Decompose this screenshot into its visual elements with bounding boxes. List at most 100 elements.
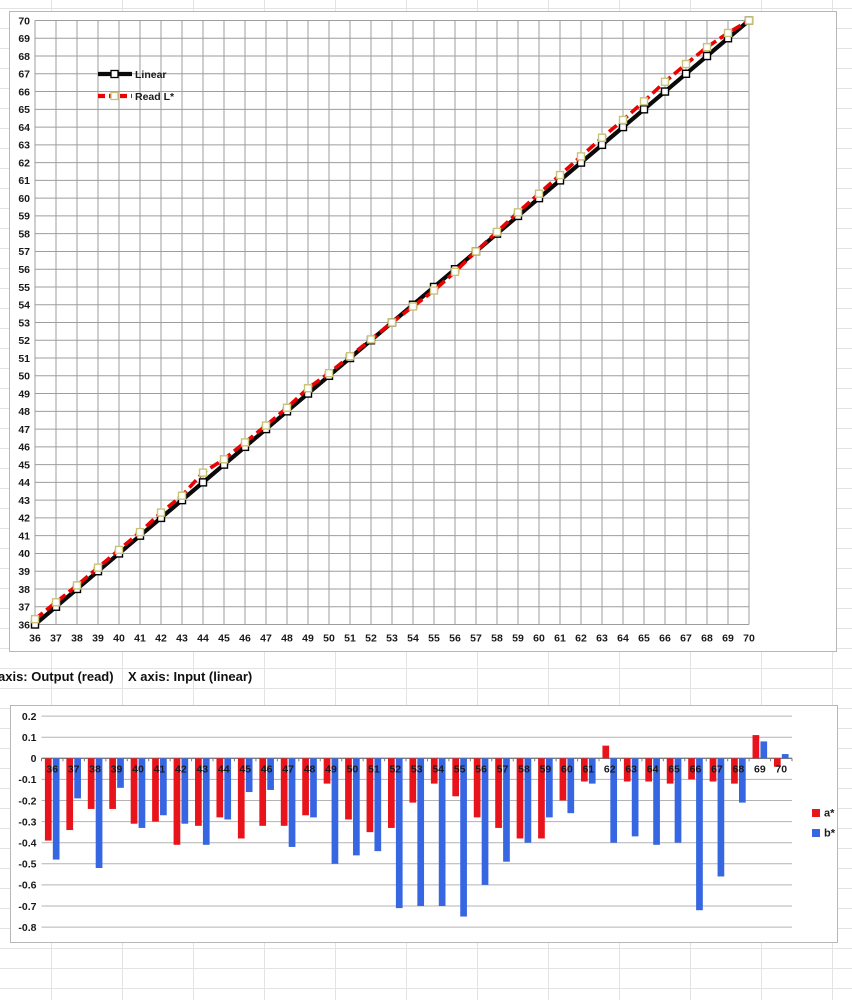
x-tick-label: 58 <box>491 633 503 645</box>
y-tick-label: 70 <box>18 15 30 27</box>
data-point-marker <box>366 335 376 344</box>
data-point-marker <box>261 421 271 430</box>
category-label: 56 <box>475 763 487 775</box>
data-point-marker <box>303 384 313 393</box>
bar-b-50 <box>353 758 360 856</box>
x-tick-label: 62 <box>575 633 587 645</box>
bar-a-42 <box>173 758 181 845</box>
bar-b-57 <box>503 758 510 862</box>
category-label: 52 <box>389 763 401 775</box>
y-tick-label: 59 <box>18 211 30 223</box>
category-label: 39 <box>111 763 123 775</box>
x-tick-label: 64 <box>617 633 629 645</box>
y-tick-label: 41 <box>18 530 30 542</box>
x-tick-label: 56 <box>449 633 461 645</box>
bar-b-54 <box>438 758 446 906</box>
y-tick-label: 62 <box>18 157 30 169</box>
category-label: 64 <box>647 763 659 775</box>
legend-label[interactable]: Linear <box>135 69 167 81</box>
y-tick-label: 37 <box>18 602 30 614</box>
data-point-marker <box>681 69 691 78</box>
y-tick-label: 39 <box>18 566 30 578</box>
x-tick-label: 42 <box>155 633 167 645</box>
bar-a-36 <box>44 758 52 841</box>
data-point-marker <box>93 563 103 572</box>
x-tick-label: 59 <box>512 633 524 645</box>
data-point-marker <box>702 51 712 61</box>
bar-a-49 <box>323 758 331 784</box>
category-label: 60 <box>561 763 573 775</box>
data-point-marker <box>492 227 502 237</box>
bar-b-68 <box>738 758 746 803</box>
y-tick-label: 44 <box>18 477 30 489</box>
category-label: 61 <box>582 763 594 775</box>
y-tick-label: -0.4 <box>18 838 36 850</box>
data-point-marker <box>702 42 712 52</box>
category-label: 48 <box>304 763 316 775</box>
bar-a-63 <box>623 758 631 782</box>
x-tick-label: 61 <box>554 633 566 645</box>
x-tick-label: 67 <box>680 633 692 645</box>
data-point-marker <box>660 77 670 86</box>
bar-b-36 <box>52 758 60 860</box>
x-tick-label: 51 <box>344 633 356 645</box>
bar-a-65 <box>666 758 674 784</box>
y-tick-label: 45 <box>18 459 30 471</box>
bar-b-63 <box>631 758 639 837</box>
bar-b-48 <box>310 758 317 818</box>
y-tick-label: 60 <box>18 193 30 205</box>
data-point-marker <box>387 318 397 327</box>
category-label: 38 <box>89 763 101 775</box>
legend-label[interactable]: a* <box>824 808 835 820</box>
y-tick-label: 43 <box>18 495 30 507</box>
data-point-marker <box>198 478 208 487</box>
bar-a-40 <box>130 758 138 824</box>
y-tick-label: -0.1 <box>18 774 36 786</box>
legend-label[interactable]: b* <box>824 828 836 840</box>
bar-a-53 <box>409 758 417 803</box>
bar-a-45 <box>237 758 245 839</box>
x-tick-label: 36 <box>29 633 41 645</box>
x-tick-label: 47 <box>260 633 272 645</box>
data-point-marker <box>450 267 460 277</box>
bar-a-50 <box>345 758 352 820</box>
y-tick-label: 46 <box>18 442 30 454</box>
bar-chart-object[interactable]: 0.2 0.1 0 -0.1 -0.2 -0.3 -0.4 -0.5 -0.6 -0.7 -0.8 3… <box>10 705 838 943</box>
legend-marker-sample <box>110 91 119 101</box>
data-point-marker <box>513 208 523 217</box>
x-tick-label: 37 <box>50 633 62 645</box>
bar-b-60 <box>567 758 575 814</box>
bar-a-61 <box>580 758 588 782</box>
x-tick-label: 45 <box>218 633 230 645</box>
x-tick-label: 66 <box>659 633 671 645</box>
category-label: 67 <box>711 763 723 775</box>
bar-b-39 <box>117 758 124 788</box>
data-point-marker <box>723 28 733 38</box>
y-tick-label: -0.5 <box>18 859 36 871</box>
data-point-marker <box>51 598 61 607</box>
category-label: 45 <box>239 763 251 775</box>
legend-label[interactable]: Read L* <box>135 91 175 103</box>
y-tick-label: 0 <box>31 753 37 765</box>
caption-x-axis-note: X axis: Input (linear) <box>128 669 253 684</box>
category-label: 58 <box>518 763 530 775</box>
category-label: 70 <box>775 763 787 775</box>
x-tick-label: 48 <box>281 633 293 645</box>
y-tick-label: 0.2 <box>22 711 37 723</box>
x-tick-label: 65 <box>638 633 650 645</box>
category-label: 50 <box>347 763 359 775</box>
x-tick-label: 46 <box>239 633 251 645</box>
bar-a-52 <box>388 758 395 828</box>
category-label: 51 <box>368 763 380 775</box>
bar-chart-canvas: 0.2 0.1 0 -0.1 -0.2 -0.3 -0.4 -0.5 -0.6 -0.7 -0.8 3… <box>18 711 836 934</box>
line-chart-object[interactable]: 36 36 37 37 38 38 39 39 40 40 41 41 42 42 43 43 44 44 45 45… <box>9 11 837 652</box>
data-point-marker <box>30 614 40 624</box>
y-tick-label: 69 <box>18 33 30 45</box>
data-point-marker <box>135 527 145 537</box>
category-label: 54 <box>432 763 444 775</box>
x-tick-label: 63 <box>596 633 608 645</box>
y-tick-label: 49 <box>18 388 30 400</box>
caption-y-axis-note: axis: Output (read) <box>0 669 114 684</box>
bar-b-40 <box>138 758 146 828</box>
y-tick-label: 42 <box>18 513 30 525</box>
